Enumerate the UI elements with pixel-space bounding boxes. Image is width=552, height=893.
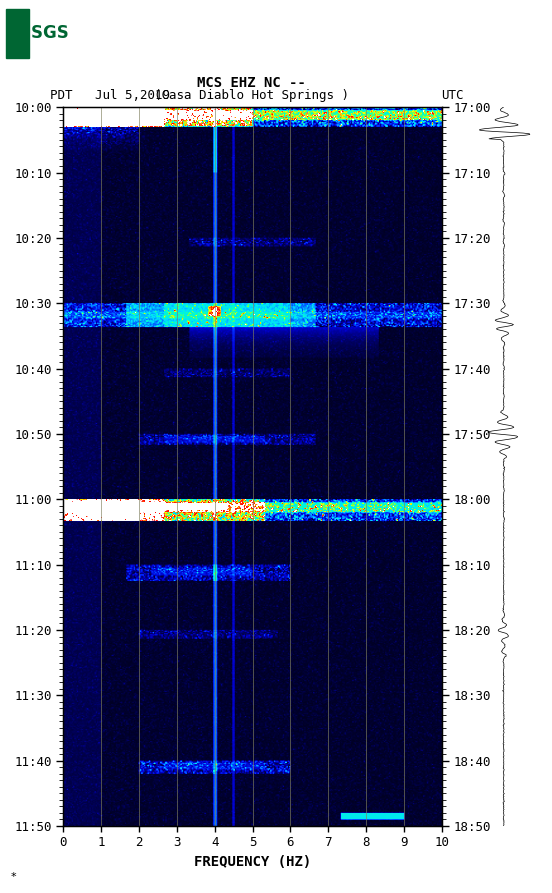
Text: UTC: UTC bbox=[442, 89, 464, 102]
Text: PDT   Jul 5,2019: PDT Jul 5,2019 bbox=[50, 89, 169, 102]
Text: (Casa Diablo Hot Springs ): (Casa Diablo Hot Springs ) bbox=[153, 89, 349, 102]
Bar bbox=[6, 9, 29, 58]
Text: USGS: USGS bbox=[6, 24, 68, 43]
X-axis label: FREQUENCY (HZ): FREQUENCY (HZ) bbox=[194, 855, 311, 869]
Text: MCS EHZ NC --: MCS EHZ NC -- bbox=[197, 76, 306, 90]
Text: *: * bbox=[11, 872, 17, 882]
